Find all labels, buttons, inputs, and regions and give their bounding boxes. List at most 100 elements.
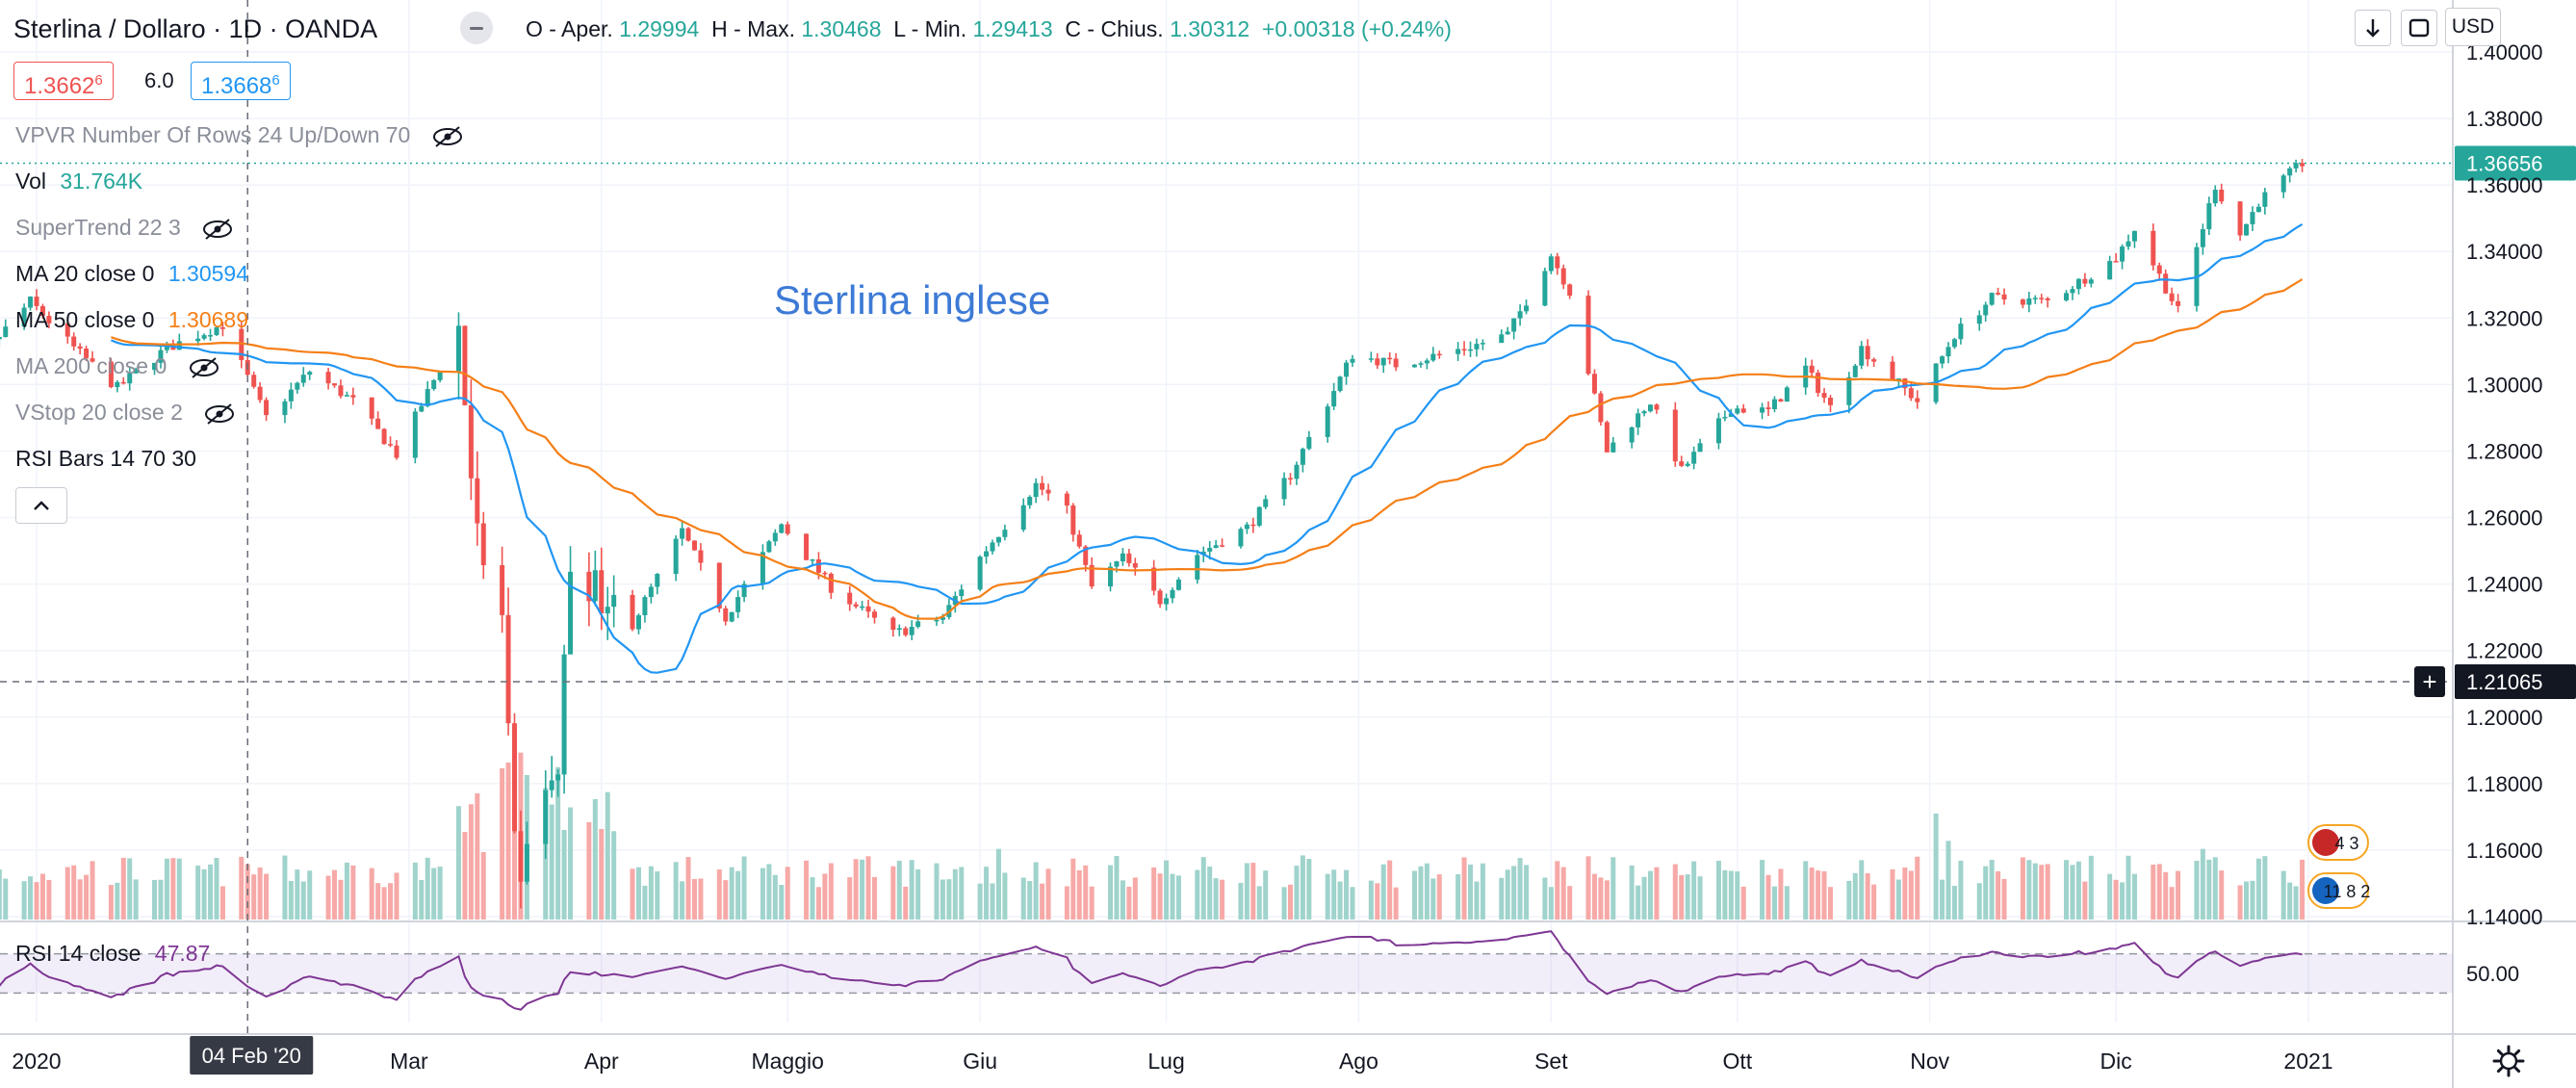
volume-bar bbox=[468, 804, 474, 920]
candle-body bbox=[512, 723, 518, 832]
volume-bar bbox=[195, 866, 201, 920]
volume-bar bbox=[723, 880, 729, 920]
candle-body bbox=[1524, 305, 1530, 312]
collapse-indicators-button[interactable] bbox=[15, 487, 67, 524]
candle-body bbox=[1002, 530, 1008, 537]
volume-bar bbox=[1175, 875, 1181, 920]
volume-bar bbox=[1430, 878, 1436, 920]
volume-bar bbox=[1424, 863, 1430, 920]
volume-bar bbox=[1679, 874, 1685, 920]
currency-button[interactable]: USD bbox=[2445, 8, 2501, 46]
candle-body bbox=[592, 570, 598, 602]
volume-bar bbox=[2026, 860, 2032, 920]
indicator-vol[interactable]: Vol 31.764K bbox=[15, 168, 142, 194]
eye-off-icon[interactable] bbox=[187, 356, 221, 379]
sell-price-box[interactable]: 1.36626 bbox=[13, 62, 114, 100]
volume-bar bbox=[1654, 867, 1660, 920]
candle-body bbox=[115, 381, 120, 388]
candle-body bbox=[2026, 298, 2032, 305]
candle-body bbox=[1722, 416, 1728, 419]
volume-bar bbox=[425, 857, 430, 920]
volume-bar bbox=[860, 859, 865, 920]
candle-body bbox=[21, 307, 27, 327]
rsi-legend[interactable]: RSI 14 close 47.87 bbox=[15, 940, 210, 967]
volume-bar bbox=[2212, 857, 2218, 920]
candle-body bbox=[1250, 524, 1256, 527]
indicator-supertrend[interactable]: SuperTrend 22 3 bbox=[15, 214, 235, 241]
candle-body bbox=[133, 370, 139, 374]
eye-off-icon[interactable] bbox=[430, 125, 465, 148]
volume-bar bbox=[903, 886, 909, 920]
candle-body bbox=[1480, 343, 1485, 345]
candle-body bbox=[288, 389, 294, 402]
volume-bar bbox=[1164, 860, 1170, 920]
volume-bar bbox=[1474, 881, 1480, 920]
volume-bar bbox=[1945, 841, 1951, 920]
price-tick-label: 1.22000 bbox=[2466, 639, 2543, 663]
flag-icon bbox=[2312, 877, 2339, 904]
volume-bar bbox=[561, 830, 567, 920]
volume-bar bbox=[1915, 856, 1920, 920]
candle-body bbox=[1908, 388, 1914, 399]
candle-body bbox=[685, 528, 691, 541]
candle-body bbox=[2125, 241, 2131, 247]
volume-bar bbox=[512, 768, 518, 920]
eye-off-icon[interactable] bbox=[200, 218, 235, 241]
symbol-title[interactable]: Sterlina / Dollaro · 1D · OANDA bbox=[13, 13, 377, 44]
indicator-vpvr[interactable]: VPVR Number Of Rows 24 Up/Down 70 bbox=[15, 121, 465, 148]
candle-body bbox=[500, 565, 505, 615]
candle-body bbox=[127, 373, 133, 384]
volume-bar bbox=[847, 877, 853, 920]
candle-body bbox=[1499, 334, 1505, 344]
candle-body bbox=[201, 335, 207, 339]
candle-body bbox=[475, 478, 480, 524]
time-tick-label: Lug bbox=[1147, 1049, 1184, 1074]
indicator-ma50[interactable]: MA 50 close 0 1.30689 bbox=[15, 306, 248, 333]
candle-body bbox=[915, 621, 921, 628]
volume-bar bbox=[325, 875, 331, 920]
volume-bar bbox=[1511, 866, 1517, 920]
indicator-vol-value: 31.764K bbox=[60, 168, 143, 194]
candle-body bbox=[1760, 407, 1765, 413]
volume-bar bbox=[1250, 863, 1256, 920]
volume-bar bbox=[1195, 869, 1200, 920]
candle-body bbox=[1455, 349, 1461, 354]
chart-annotation[interactable]: Sterlina inglese bbox=[774, 277, 1051, 323]
download-button[interactable] bbox=[2355, 10, 2391, 46]
volume-bar bbox=[1728, 870, 1734, 920]
fullscreen-button[interactable] bbox=[2401, 10, 2437, 46]
ohlc-change-value: +0.00318 (+0.24%) bbox=[1261, 16, 1452, 41]
rsi-band-fill bbox=[0, 953, 2453, 994]
candle-body bbox=[388, 444, 394, 446]
volume-bar bbox=[1151, 867, 1157, 920]
candle-body bbox=[1989, 293, 1995, 305]
eye-off-icon[interactable] bbox=[202, 402, 237, 426]
spread-value: 6.0 bbox=[144, 68, 174, 92]
indicator-rsi-bars[interactable]: RSI Bars 14 70 30 bbox=[15, 445, 196, 472]
indicator-vol-name: Vol bbox=[15, 168, 46, 194]
candle-body bbox=[896, 628, 902, 631]
indicator-ma20[interactable]: MA 20 close 0 1.30594 bbox=[15, 260, 248, 287]
candle-body bbox=[394, 445, 399, 458]
collapse-legend-button[interactable] bbox=[460, 12, 493, 44]
candle-body bbox=[480, 523, 486, 566]
volume-bar bbox=[505, 762, 511, 920]
candle-body bbox=[350, 395, 356, 398]
arrow-down-icon bbox=[2366, 19, 2380, 38]
indicator-ma50-value: 1.30689 bbox=[167, 307, 248, 332]
volume-bar bbox=[2151, 864, 2156, 920]
crosshair-date-tag bbox=[190, 1036, 314, 1075]
candle-body bbox=[1548, 256, 1554, 272]
gear-icon[interactable] bbox=[2489, 1042, 2528, 1080]
indicator-ma200[interactable]: MA 200 close 0 bbox=[15, 352, 221, 379]
volume-bar bbox=[1778, 868, 1784, 920]
volume-bar bbox=[475, 792, 480, 920]
volume-bar bbox=[984, 867, 990, 920]
candle-body bbox=[1288, 478, 1294, 479]
indicator-vstop[interactable]: VStop 20 close 2 bbox=[15, 399, 237, 426]
volume-bar bbox=[605, 791, 610, 920]
candle-body bbox=[1945, 347, 1951, 357]
volume-bar bbox=[1238, 882, 1244, 920]
buy-price-box[interactable]: 1.36686 bbox=[191, 62, 291, 100]
